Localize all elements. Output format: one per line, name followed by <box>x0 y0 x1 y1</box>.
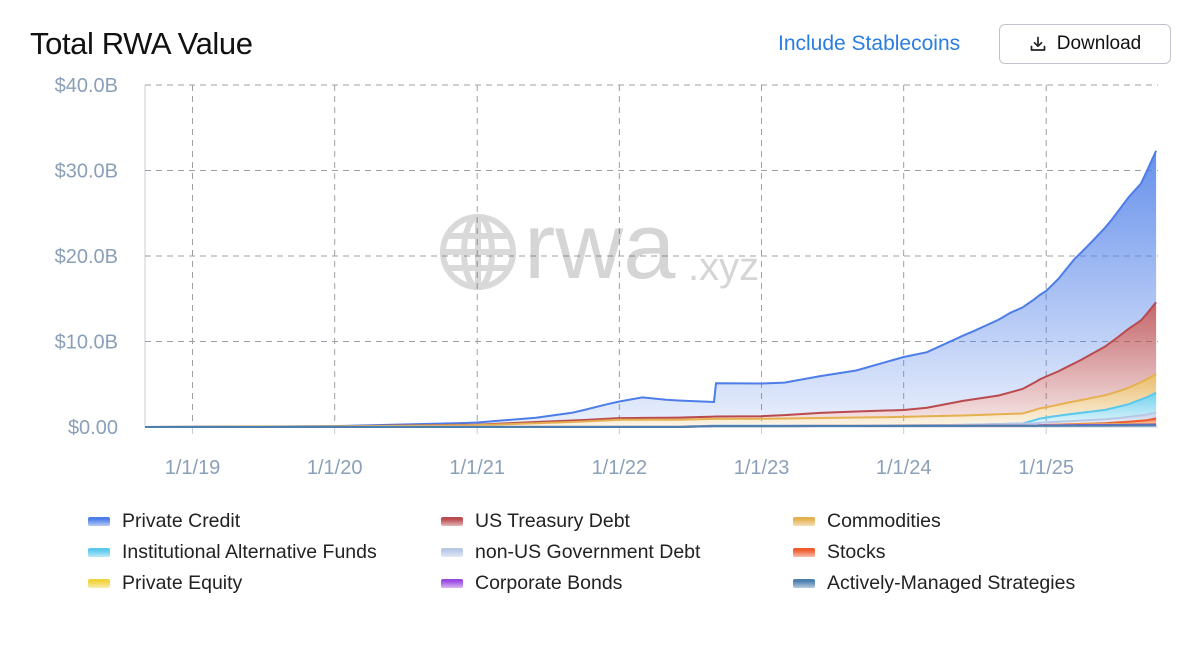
x-tick-label: 1/1/24 <box>876 457 932 479</box>
x-tick-label: 1/1/20 <box>307 457 363 479</box>
legend-item-commodities[interactable]: Commodities <box>793 510 941 533</box>
legend-swatch <box>793 548 815 557</box>
x-tick-label: 1/1/19 <box>165 457 221 479</box>
legend-label: Institutional Alternative Funds <box>122 541 377 563</box>
legend-item-private-equity[interactable]: Private Equity <box>88 572 242 595</box>
legend-label: non-US Government Debt <box>475 541 701 563</box>
watermark: rwa .xyz <box>440 193 759 298</box>
watermark-suffix: .xyz <box>688 245 759 289</box>
x-tick-label: 1/1/23 <box>734 457 790 479</box>
legend-swatch <box>88 579 110 588</box>
legend-item-stocks[interactable]: Stocks <box>793 541 886 564</box>
y-tick-label: $0.00 <box>68 417 118 439</box>
y-tick-label: $30.0B <box>55 161 118 183</box>
watermark-brand: rwa <box>524 193 676 298</box>
globe-icon <box>440 214 516 290</box>
line-actively-managed-strategies <box>145 424 1157 428</box>
y-tick-label: $20.0B <box>55 246 118 268</box>
download-button[interactable]: Download <box>999 24 1171 64</box>
legend-swatch <box>793 579 815 588</box>
legend-item-actively-managed-strategies[interactable]: Actively-Managed Strategies <box>793 572 1075 595</box>
legend-item-us-treasury-debt[interactable]: US Treasury Debt <box>441 510 630 533</box>
line-commodities <box>144 373 1157 428</box>
legend-swatch <box>88 517 110 526</box>
series-areas <box>144 150 1158 428</box>
legend-label: Private Credit <box>122 510 241 532</box>
x-tick-label: 1/1/25 <box>1018 457 1074 479</box>
legend-item-non-us-government-debt[interactable]: non-US Government Debt <box>441 541 700 564</box>
legend-label: US Treasury Debt <box>475 510 630 532</box>
legend-swatch <box>441 517 463 526</box>
legend-swatch <box>441 579 463 588</box>
y-tick-label: $10.0B <box>55 332 118 354</box>
download-icon <box>1029 35 1047 53</box>
legend-item-institutional-alternative-funds[interactable]: Institutional Alternative Funds <box>88 541 377 564</box>
download-label: Download <box>1056 33 1142 54</box>
line-us-treasury-debt <box>144 301 1157 428</box>
legend-item-private-credit[interactable]: Private Credit <box>88 510 240 533</box>
legend-item-corporate-bonds[interactable]: Corporate Bonds <box>441 572 622 595</box>
legend-swatch <box>441 548 463 557</box>
legend-label: Actively-Managed Strategies <box>827 572 1076 594</box>
x-tick-label: 1/1/21 <box>449 457 505 479</box>
legend-label: Commodities <box>827 510 941 532</box>
legend-swatch <box>793 517 815 526</box>
y-tick-label: $40.0B <box>55 75 118 97</box>
chart-title: Total RWA Value <box>30 26 253 61</box>
legend-label: Corporate Bonds <box>475 572 623 594</box>
legend-swatch <box>88 548 110 557</box>
line-private-credit <box>144 150 1158 428</box>
legend-label: Stocks <box>827 541 886 563</box>
include-stablecoins-toggle[interactable]: Include Stablecoins <box>778 32 961 55</box>
x-tick-label: 1/1/22 <box>592 457 648 479</box>
legend-label: Private Equity <box>122 572 243 594</box>
